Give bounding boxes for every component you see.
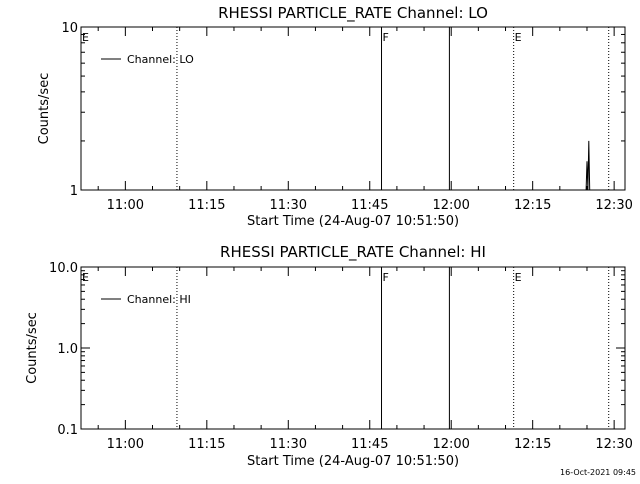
panel-1-series-line	[585, 140, 591, 191]
panel-2-x-tick-label: 12:15	[514, 437, 551, 452]
panel-1-legend-label: Channel: LO	[127, 53, 194, 66]
panel-2-x-tick-label: 12:30	[595, 437, 632, 452]
panel-1-flag-label: F	[383, 31, 389, 44]
panel-2-flag-label: F	[383, 271, 389, 284]
panel-1-chart-title: RHESSI PARTICLE_RATE Channel: LO	[218, 4, 488, 23]
panel-1-x-tick-label: 12:30	[595, 198, 632, 213]
panel-1-plot-frame	[80, 26, 626, 191]
panel-1-y-tick-label: 10	[61, 21, 78, 36]
panel-2-x-tick-label: 12:00	[432, 437, 469, 452]
panel-2-y-axis-label: Counts/sec	[25, 312, 40, 384]
timestamp-label: 16-Oct-2021 09:45	[560, 468, 636, 477]
panel-2-x-tick-label: 11:30	[270, 437, 307, 452]
panel-1-x-tick-label: 12:00	[432, 198, 469, 213]
panel-1-x-tick-label: 12:15	[514, 198, 551, 213]
panel-2-x-tick-label: 11:00	[107, 437, 144, 452]
panel-2-plot-frame	[80, 266, 626, 430]
panel-1-x-tick-label: 11:00	[107, 198, 144, 213]
panel-2-legend-label: Channel: HI	[127, 293, 191, 306]
panel-1-flag-label: E	[82, 31, 89, 44]
panel-2-chart-title: RHESSI PARTICLE_RATE Channel: HI	[220, 243, 486, 262]
panel-1-y-tick-label: 1	[70, 184, 78, 199]
panel-2-y-tick-label: 1.0	[57, 342, 78, 357]
panel-1-x-tick-label: 11:15	[188, 198, 225, 213]
panel-2-y-tick-label: 10.0	[49, 261, 78, 276]
panel-2-x-axis-label: Start Time (24-Aug-07 10:51:50)	[247, 454, 459, 469]
panel-2-y-tick-label: 0.1	[57, 423, 78, 438]
panel-1-x-tick-label: 11:45	[351, 198, 388, 213]
panel-1-x-axis-label: Start Time (24-Aug-07 10:51:50)	[247, 214, 459, 229]
panel-1-x-tick-label: 11:30	[270, 198, 307, 213]
panel-2-flag-label: E	[82, 271, 89, 284]
panel-1-flag-label: E	[515, 31, 522, 44]
panel-2-flag-label: E	[515, 271, 522, 284]
panel-1-y-axis-label: Counts/sec	[37, 73, 52, 145]
panel-2-x-tick-label: 11:15	[188, 437, 225, 452]
panel-2-x-tick-label: 11:45	[351, 437, 388, 452]
